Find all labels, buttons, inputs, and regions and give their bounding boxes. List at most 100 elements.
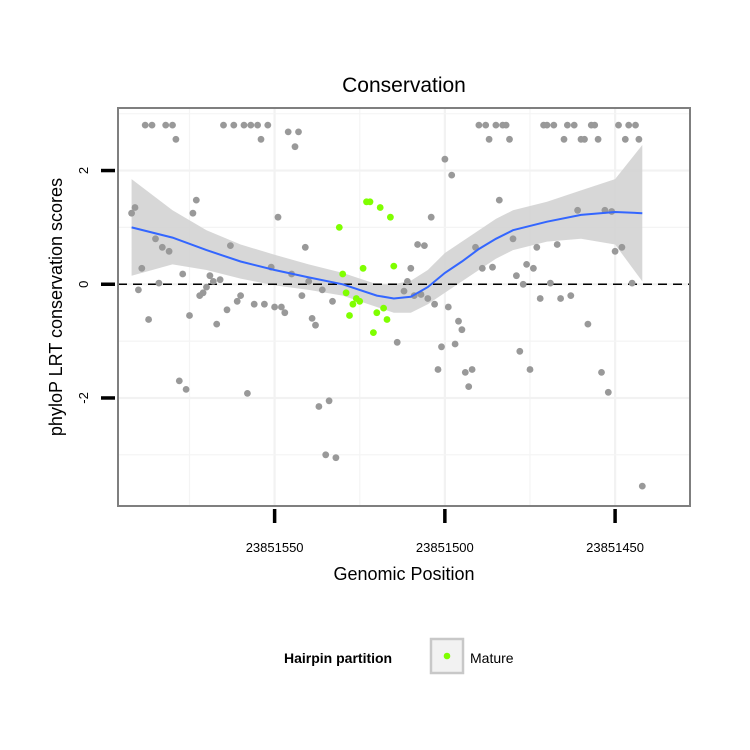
other-point: [281, 309, 289, 317]
legend-key-mature: [443, 652, 451, 660]
other-point: [523, 261, 530, 268]
other-point: [189, 209, 197, 217]
chart-title: Conservation: [342, 74, 466, 97]
other-point: [308, 315, 316, 322]
other-point: [141, 121, 149, 129]
other-point: [131, 204, 139, 211]
other-point: [628, 279, 636, 287]
smooth-confidence-band: [131, 145, 643, 313]
other-point: [312, 321, 319, 329]
other-point: [530, 264, 537, 272]
other-point: [407, 264, 415, 272]
other-point: [574, 206, 581, 214]
other-point: [611, 247, 619, 255]
mature-point: [356, 297, 364, 305]
other-point: [162, 121, 170, 129]
x-axis: 23851550 23851500 23851450: [246, 509, 644, 555]
y-tick-label: 0: [76, 281, 91, 288]
other-point: [468, 366, 476, 373]
other-point: [560, 135, 568, 143]
other-point: [485, 135, 493, 143]
other-point: [400, 287, 408, 295]
other-point: [414, 241, 421, 248]
y-tick-label: -2: [76, 392, 91, 404]
x-tick-label: 23851500: [416, 540, 474, 555]
other-point: [284, 128, 292, 136]
mature-point: [380, 304, 387, 312]
mature-point: [339, 270, 347, 278]
other-point: [175, 377, 183, 385]
legend: Hairpin partition Mature: [284, 637, 514, 675]
other-point: [227, 242, 234, 250]
mature-point: [376, 204, 384, 211]
other-point: [298, 292, 306, 299]
other-point: [509, 235, 517, 243]
other-point: [138, 264, 146, 272]
x-tick-label: 23851450: [586, 540, 644, 555]
other-point: [264, 121, 272, 129]
other-point: [635, 135, 643, 143]
other-point: [318, 286, 326, 294]
mature-point: [342, 289, 350, 297]
other-point: [591, 121, 599, 129]
other-point: [455, 317, 462, 325]
other-point: [438, 343, 445, 351]
other-point: [295, 128, 302, 136]
other-point: [135, 286, 142, 294]
other-point: [431, 300, 438, 308]
other-point: [427, 213, 435, 221]
mature-point: [390, 262, 398, 270]
other-point: [638, 482, 646, 490]
other-point: [495, 196, 503, 204]
other-point: [489, 263, 496, 271]
other-point: [247, 121, 255, 129]
other-point: [567, 292, 575, 299]
other-point: [434, 366, 442, 373]
other-points: [128, 121, 646, 490]
other-point: [625, 121, 633, 129]
other-point: [492, 121, 500, 129]
other-point: [543, 121, 551, 129]
other-point: [472, 243, 479, 251]
other-point: [632, 121, 639, 129]
other-point: [315, 403, 323, 410]
other-point: [325, 397, 333, 405]
smooth-trend-line: [131, 210, 643, 300]
other-point: [271, 303, 278, 311]
plot-panel-border: [117, 107, 691, 507]
mature-point: [366, 198, 374, 206]
other-point: [598, 369, 605, 376]
grid-lines: [118, 108, 690, 506]
other-point: [404, 278, 411, 285]
other-point: [216, 276, 224, 284]
other-point: [274, 213, 282, 221]
mature-point: [349, 300, 357, 308]
other-point: [332, 454, 340, 462]
other-point: [206, 272, 214, 280]
other-point: [278, 303, 285, 311]
other-point: [244, 390, 251, 397]
other-point: [448, 171, 456, 179]
other-point: [581, 135, 588, 143]
other-point: [482, 121, 490, 129]
other-point: [421, 242, 428, 250]
other-point: [169, 121, 176, 129]
other-point: [291, 143, 299, 151]
other-point: [179, 270, 187, 278]
other-point: [199, 289, 207, 297]
y-tick-label: 2: [76, 167, 91, 174]
other-point: [621, 135, 629, 143]
other-point: [158, 243, 166, 251]
x-axis-title: Genomic Position: [333, 564, 474, 584]
legend-title: Hairpin partition: [284, 650, 392, 666]
other-point: [301, 243, 309, 251]
other-point: [182, 386, 190, 393]
other-point: [209, 278, 217, 285]
other-point: [165, 247, 173, 255]
other-point: [550, 121, 558, 129]
other-point: [240, 121, 248, 129]
other-point: [553, 241, 561, 248]
mature-point: [335, 224, 343, 231]
other-point: [615, 121, 622, 129]
